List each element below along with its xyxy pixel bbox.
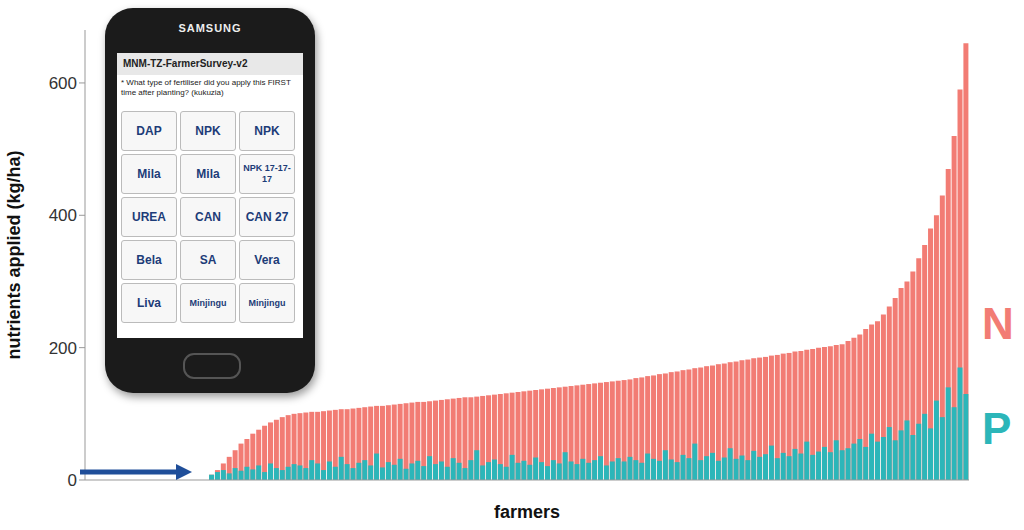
html-text:Mila: Mila — [137, 166, 161, 181]
html-text:P: P — [982, 404, 1012, 453]
html-text:Bela: Bela — [136, 252, 162, 267]
html-text:NPK 17-17-17: NPK 17-17-17 — [243, 163, 291, 184]
svg-text:0: 0 — [68, 471, 77, 490]
html-text:UREA: UREA — [132, 209, 166, 224]
html-text:CAN: CAN — [195, 209, 221, 224]
html-text:* What type of fertiliser did: * What type of fertiliser did you apply … — [121, 78, 291, 97]
html-text:Mila: Mila — [196, 166, 220, 181]
svg-text:400: 400 — [49, 206, 77, 225]
html-text:CAN 27: CAN 27 — [245, 209, 289, 224]
html-text:NPK: NPK — [195, 123, 221, 138]
html-text:Minjingu: Minjingu — [248, 297, 286, 308]
html-text:NPK: NPK — [254, 123, 280, 138]
html-text:N: N — [982, 299, 1014, 348]
svg-text:600: 600 — [49, 74, 77, 93]
html-text:MNM-TZ-FarmerSurvey-v2: MNM-TZ-FarmerSurvey-v2 — [123, 58, 248, 69]
svg-text:200: 200 — [49, 339, 77, 358]
html-text:Minjingu: Minjingu — [189, 297, 227, 308]
svg-text:nutrients applied (kg/ha): nutrients applied (kg/ha) — [4, 150, 24, 359]
html-text:Liva: Liva — [137, 295, 161, 310]
html-text:Vera: Vera — [254, 252, 280, 267]
html-text:DAP: DAP — [136, 123, 162, 138]
html-text:SAMSUNG: SAMSUNG — [178, 22, 242, 34]
svg-text:farmers: farmers — [494, 502, 560, 522]
html-text:SA: SA — [199, 252, 217, 267]
